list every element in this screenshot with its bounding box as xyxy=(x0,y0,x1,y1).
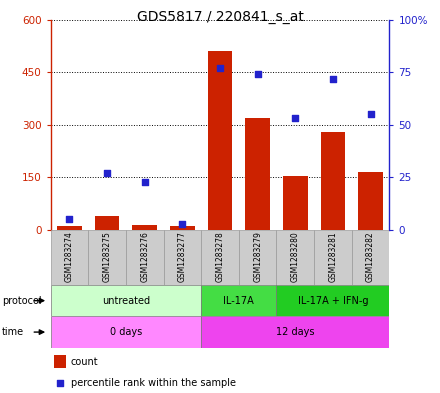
Text: 12 days: 12 days xyxy=(276,327,315,337)
Bar xyxy=(51,285,201,316)
Text: 0 days: 0 days xyxy=(110,327,142,337)
Text: GSM1283279: GSM1283279 xyxy=(253,231,262,282)
Text: count: count xyxy=(71,357,99,367)
Bar xyxy=(126,230,164,285)
Bar xyxy=(283,176,308,230)
Text: GSM1283274: GSM1283274 xyxy=(65,231,74,282)
Text: IL-17A + IFN-g: IL-17A + IFN-g xyxy=(298,296,368,306)
Bar xyxy=(51,230,88,285)
Bar xyxy=(51,316,201,348)
Point xyxy=(179,220,186,227)
Bar xyxy=(201,316,389,348)
Point xyxy=(66,216,73,222)
Bar xyxy=(276,285,389,316)
Bar xyxy=(321,132,345,230)
Point xyxy=(103,170,110,176)
Bar xyxy=(170,226,194,230)
Bar xyxy=(246,118,270,230)
Bar xyxy=(164,230,201,285)
Bar xyxy=(314,230,352,285)
Bar xyxy=(132,225,157,230)
Bar xyxy=(201,230,239,285)
Bar xyxy=(57,226,82,230)
Text: GSM1283280: GSM1283280 xyxy=(291,231,300,282)
Bar xyxy=(208,51,232,230)
Point xyxy=(330,75,337,82)
Bar xyxy=(358,172,383,230)
Text: GSM1283281: GSM1283281 xyxy=(328,231,337,282)
Text: GSM1283275: GSM1283275 xyxy=(103,231,112,282)
Text: GSM1283282: GSM1283282 xyxy=(366,231,375,282)
Text: protocol: protocol xyxy=(2,296,42,306)
Bar xyxy=(239,230,276,285)
Point xyxy=(292,115,299,121)
Text: GSM1283278: GSM1283278 xyxy=(216,231,224,282)
Text: untreated: untreated xyxy=(102,296,150,306)
Bar xyxy=(352,230,389,285)
Point xyxy=(141,178,148,185)
Point xyxy=(57,380,64,387)
Text: IL-17A: IL-17A xyxy=(224,296,254,306)
Bar xyxy=(201,285,276,316)
Bar xyxy=(88,230,126,285)
Bar xyxy=(95,216,119,230)
Text: GSM1283276: GSM1283276 xyxy=(140,231,149,282)
Bar xyxy=(276,230,314,285)
Text: GSM1283277: GSM1283277 xyxy=(178,231,187,282)
Bar xyxy=(54,355,66,368)
Point xyxy=(254,71,261,77)
Text: percentile rank within the sample: percentile rank within the sample xyxy=(71,378,236,389)
Point xyxy=(367,111,374,118)
Text: GDS5817 / 220841_s_at: GDS5817 / 220841_s_at xyxy=(136,10,304,24)
Point xyxy=(216,65,224,71)
Text: time: time xyxy=(2,327,24,337)
